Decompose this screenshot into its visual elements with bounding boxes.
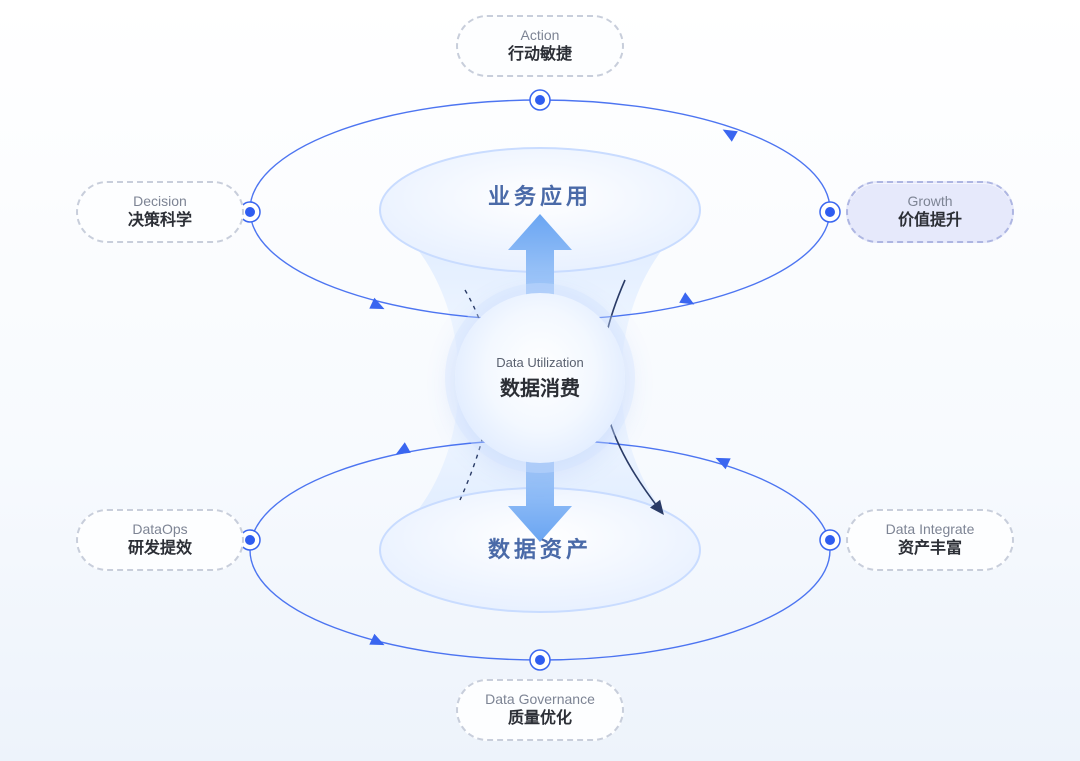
pill-action: Action 行动敏捷 xyxy=(456,15,624,77)
pill-zh: 价值提升 xyxy=(870,211,990,231)
pill-decision: Decision 决策科学 xyxy=(76,181,244,243)
pill-en: Data Integrate xyxy=(870,521,990,537)
pill-en: Decision xyxy=(100,193,220,209)
pill-en: Action xyxy=(480,27,600,43)
diagram-stage: 业务应用 数据资产 Data Utilization 数据消费 Action 行… xyxy=(0,0,1080,761)
center-hub: Data Utilization 数据消费 xyxy=(455,293,625,463)
pill-en: DataOps xyxy=(100,521,220,537)
zone-top-label: 业务应用 xyxy=(488,179,592,211)
pill-data-governance: Data Governance 质量优化 xyxy=(456,679,624,741)
pill-en: Data Governance xyxy=(480,691,600,707)
hub-en: Data Utilization xyxy=(496,355,583,370)
zone-bottom-label: 数据资产 xyxy=(488,532,592,564)
pill-zh: 质量优化 xyxy=(480,709,600,729)
hub-zh: 数据消费 xyxy=(500,372,580,401)
pill-dataops: DataOps 研发提效 xyxy=(76,509,244,571)
pill-zh: 研发提效 xyxy=(100,539,220,559)
pill-data-integrate: Data Integrate 资产丰富 xyxy=(846,509,1014,571)
pill-growth: Growth 价值提升 xyxy=(846,181,1014,243)
pill-zh: 决策科学 xyxy=(100,211,220,231)
pill-en: Growth xyxy=(870,193,990,209)
pill-zh: 资产丰富 xyxy=(870,539,990,559)
pill-zh: 行动敏捷 xyxy=(480,45,600,65)
